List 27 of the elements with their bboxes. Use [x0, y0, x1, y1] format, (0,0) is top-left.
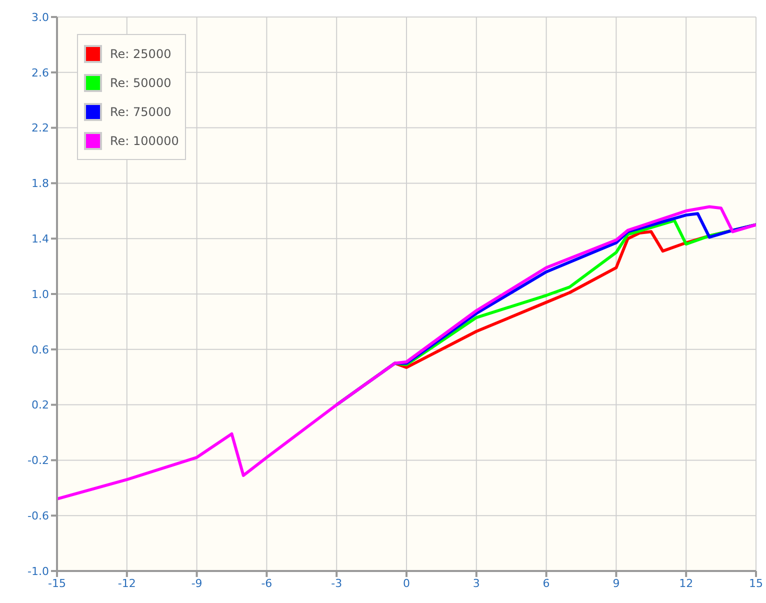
legend-label: Re: 75000 [110, 104, 172, 118]
y-tick-label: 1.8 [32, 177, 49, 190]
x-tick-label: 15 [749, 576, 763, 590]
legend-label: Re: 25000 [110, 46, 172, 60]
x-tick-label: 6 [542, 576, 550, 590]
y-tick-label: 0.2 [32, 398, 49, 412]
x-tick-label: -3 [331, 576, 342, 590]
x-tick-label: 0 [403, 576, 410, 590]
y-tick-label: 2.6 [32, 66, 49, 80]
y-tick-label: 1.4 [32, 232, 49, 246]
y-tick-label: 3.0 [32, 10, 49, 24]
x-tick-label: 3 [472, 576, 480, 590]
y-tick-label: 0.6 [32, 343, 49, 356]
y-tick-label: -0.6 [28, 510, 49, 523]
y-tick-label: -0.2 [28, 454, 49, 468]
y-tick-label: -1.0 [28, 564, 49, 578]
x-tick-label: -12 [118, 576, 136, 590]
x-tick-label: -6 [261, 576, 272, 590]
y-tick-label: 1.0 [32, 288, 49, 301]
x-tick-label: -15 [48, 576, 66, 590]
legend-label: Re: 50000 [110, 76, 172, 90]
x-tick-label: 9 [612, 576, 620, 590]
x-tick-label: -9 [191, 576, 202, 590]
y-tick-label: 2.2 [32, 122, 49, 135]
legend-label: Re: 100000 [110, 134, 179, 148]
line-series [57, 205, 756, 500]
x-tick-label: 12 [679, 576, 694, 590]
